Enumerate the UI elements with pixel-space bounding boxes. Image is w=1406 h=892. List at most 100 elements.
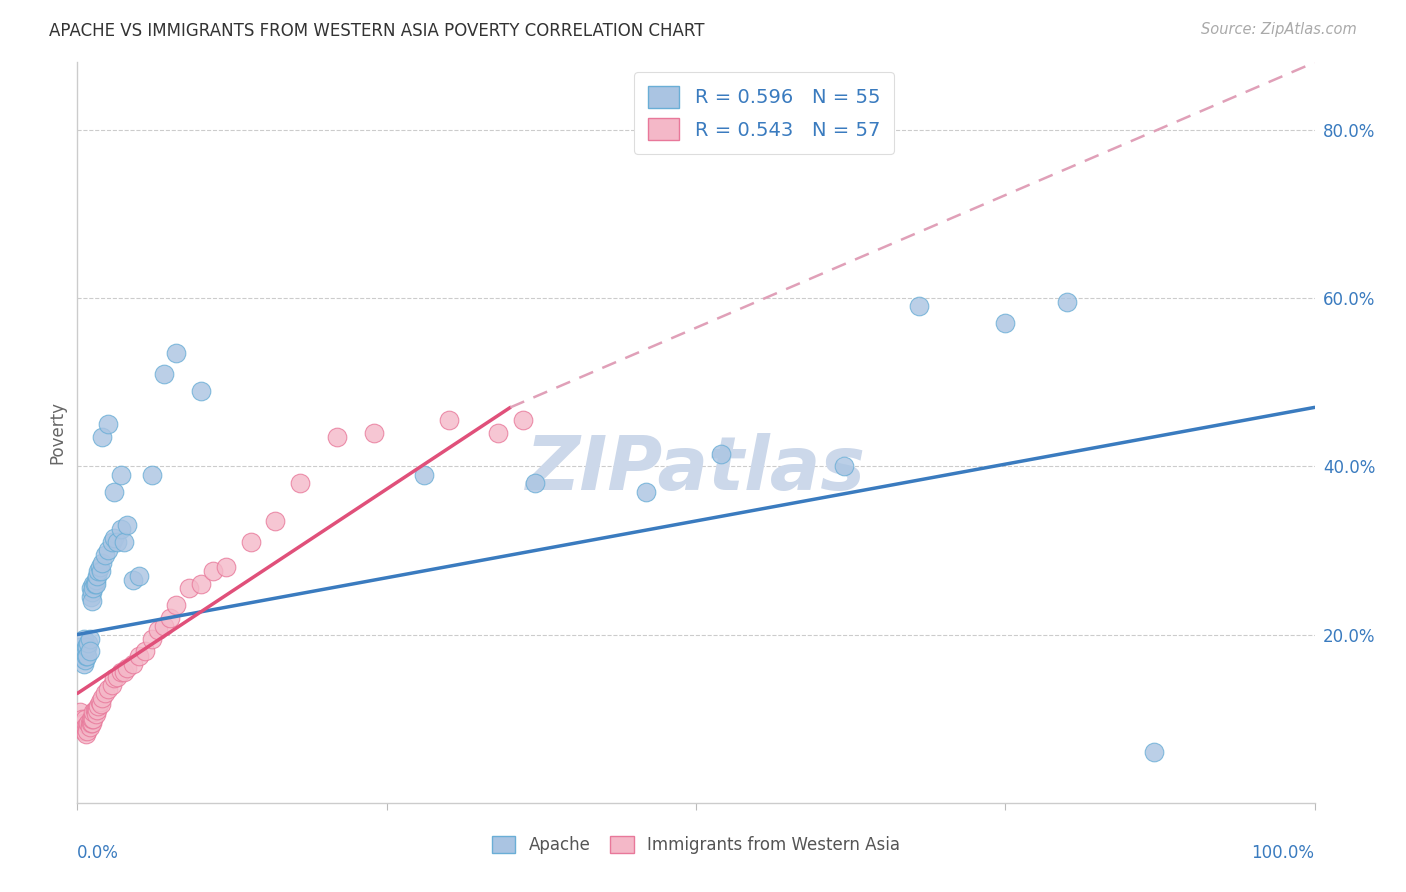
Point <box>82 577 104 591</box>
Point <box>239 535 262 549</box>
Point <box>72 715 94 730</box>
Point <box>512 413 534 427</box>
Point <box>89 695 111 709</box>
Point <box>103 531 125 545</box>
Point <box>80 712 103 726</box>
Point <box>636 484 658 499</box>
Point <box>86 703 108 717</box>
Point <box>326 430 349 444</box>
Point <box>84 703 107 717</box>
Point <box>82 581 104 595</box>
Point <box>75 640 97 655</box>
Point <box>75 648 97 663</box>
Text: 0.0%: 0.0% <box>77 844 120 862</box>
Point <box>1143 745 1166 759</box>
Point <box>128 648 150 663</box>
Point <box>190 384 212 398</box>
Point <box>70 722 93 736</box>
Point <box>122 657 145 671</box>
Point <box>91 690 114 705</box>
Point <box>486 425 509 440</box>
Point <box>91 556 114 570</box>
Point <box>83 577 105 591</box>
Point <box>115 518 138 533</box>
Point <box>190 577 212 591</box>
Point <box>834 459 856 474</box>
Point <box>112 665 135 680</box>
Text: APACHE VS IMMIGRANTS FROM WESTERN ASIA POVERTY CORRELATION CHART: APACHE VS IMMIGRANTS FROM WESTERN ASIA P… <box>49 22 704 40</box>
Point <box>84 707 107 722</box>
Point <box>437 413 460 427</box>
Point <box>70 715 93 730</box>
Point <box>153 367 176 381</box>
Point <box>159 610 181 624</box>
Point <box>97 682 120 697</box>
Point <box>77 636 100 650</box>
Point <box>72 632 94 646</box>
Point <box>146 624 169 638</box>
Point <box>76 718 98 732</box>
Point <box>75 722 97 736</box>
Point <box>72 724 94 739</box>
Point <box>69 640 91 655</box>
Point <box>73 712 96 726</box>
Point <box>710 447 733 461</box>
Point <box>76 724 98 739</box>
Point <box>79 720 101 734</box>
Point <box>70 646 93 660</box>
Point <box>82 715 104 730</box>
Point <box>80 715 103 730</box>
Point <box>110 665 132 680</box>
Point <box>87 699 110 714</box>
Point <box>75 727 97 741</box>
Point <box>82 585 104 599</box>
Point <box>90 565 112 579</box>
Point <box>93 686 115 700</box>
Point <box>141 632 163 646</box>
Point <box>97 417 120 432</box>
Y-axis label: Poverty: Poverty <box>48 401 66 464</box>
Point <box>122 573 145 587</box>
Point <box>76 648 98 663</box>
Point <box>80 590 103 604</box>
Point <box>115 661 138 675</box>
Point <box>77 715 100 730</box>
Point <box>101 678 124 692</box>
Point <box>72 712 94 726</box>
Point <box>82 712 104 726</box>
Point <box>82 594 104 608</box>
Point <box>288 476 311 491</box>
Point <box>215 560 238 574</box>
Point <box>90 697 112 711</box>
Point <box>103 671 125 685</box>
Point <box>907 300 929 314</box>
Text: Source: ZipAtlas.com: Source: ZipAtlas.com <box>1201 22 1357 37</box>
Point <box>93 548 115 562</box>
Point <box>363 425 385 440</box>
Point <box>165 345 187 359</box>
Point <box>73 720 96 734</box>
Point <box>165 598 187 612</box>
Point <box>72 657 94 671</box>
Point <box>524 476 547 491</box>
Point <box>103 484 125 499</box>
Point <box>89 560 111 574</box>
Point <box>112 535 135 549</box>
Point <box>82 705 104 719</box>
Point <box>69 705 91 719</box>
Point <box>80 581 103 595</box>
Point <box>97 543 120 558</box>
Point <box>87 565 110 579</box>
Point <box>134 644 156 658</box>
Point <box>91 430 114 444</box>
Point <box>72 651 94 665</box>
Point <box>79 715 101 730</box>
Point <box>110 467 132 482</box>
Point <box>84 573 107 587</box>
Point <box>82 712 104 726</box>
Point <box>110 522 132 536</box>
Point <box>101 535 124 549</box>
Point <box>412 467 434 482</box>
Point <box>86 568 108 582</box>
Point <box>84 577 107 591</box>
